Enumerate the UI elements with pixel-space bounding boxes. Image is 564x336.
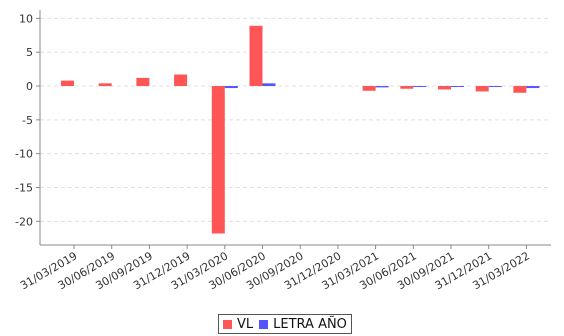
bar-letra-ano-11 xyxy=(488,86,502,88)
y-axis-ticks: -20 -15 -10 -5 0 5 10 xyxy=(15,12,40,228)
bar-vl-12 xyxy=(513,86,527,93)
bar-letra-ano-9 xyxy=(413,86,427,88)
gridlines xyxy=(40,17,551,222)
bar-vl-0 xyxy=(61,80,74,87)
legend: VL LETRA AÑO xyxy=(218,314,352,334)
axes xyxy=(39,10,551,246)
y-tick-label--5: -5 xyxy=(22,114,33,127)
bar-vl-5 xyxy=(249,25,263,87)
bar-vl-11 xyxy=(475,86,489,92)
bar-letra-ano-8 xyxy=(375,86,389,88)
legend-swatch-vl xyxy=(223,319,232,329)
y-tick-label--10: -10 xyxy=(15,148,33,161)
bar-vl-2 xyxy=(136,77,150,87)
bar-letra-ano-10 xyxy=(451,86,464,88)
y-tick-label-10: 10 xyxy=(19,12,33,25)
legend-label-letra-ano: LETRA AÑO xyxy=(273,316,347,332)
y-tick-label-5: 5 xyxy=(26,46,33,59)
y-tick-label-0: 0 xyxy=(26,80,33,93)
bar-vl-10 xyxy=(438,86,451,90)
bar-letra-ano-5 xyxy=(262,83,276,87)
legend-swatch-letra-ano xyxy=(259,319,269,329)
legend-item-letra-ano: LETRA AÑO xyxy=(259,317,347,332)
bar-vl-8 xyxy=(362,86,376,91)
y-tick-label--15: -15 xyxy=(15,182,33,195)
x-axis-ticks: 31/03/201930/06/201930/09/201931/12/2019… xyxy=(18,245,532,292)
bar-vl-1 xyxy=(98,83,112,87)
legend-label-vl: VL xyxy=(237,316,254,332)
bar-vl-3 xyxy=(174,74,188,87)
bar-letra-ano-4 xyxy=(224,86,238,89)
bars xyxy=(61,25,540,234)
legend-item-vl: VL xyxy=(223,317,253,332)
y-tick-label--20: -20 xyxy=(15,215,33,228)
bar-vl-9 xyxy=(400,86,414,89)
bar-vl-4 xyxy=(211,86,225,234)
bar-letra-ano-12 xyxy=(526,86,540,89)
